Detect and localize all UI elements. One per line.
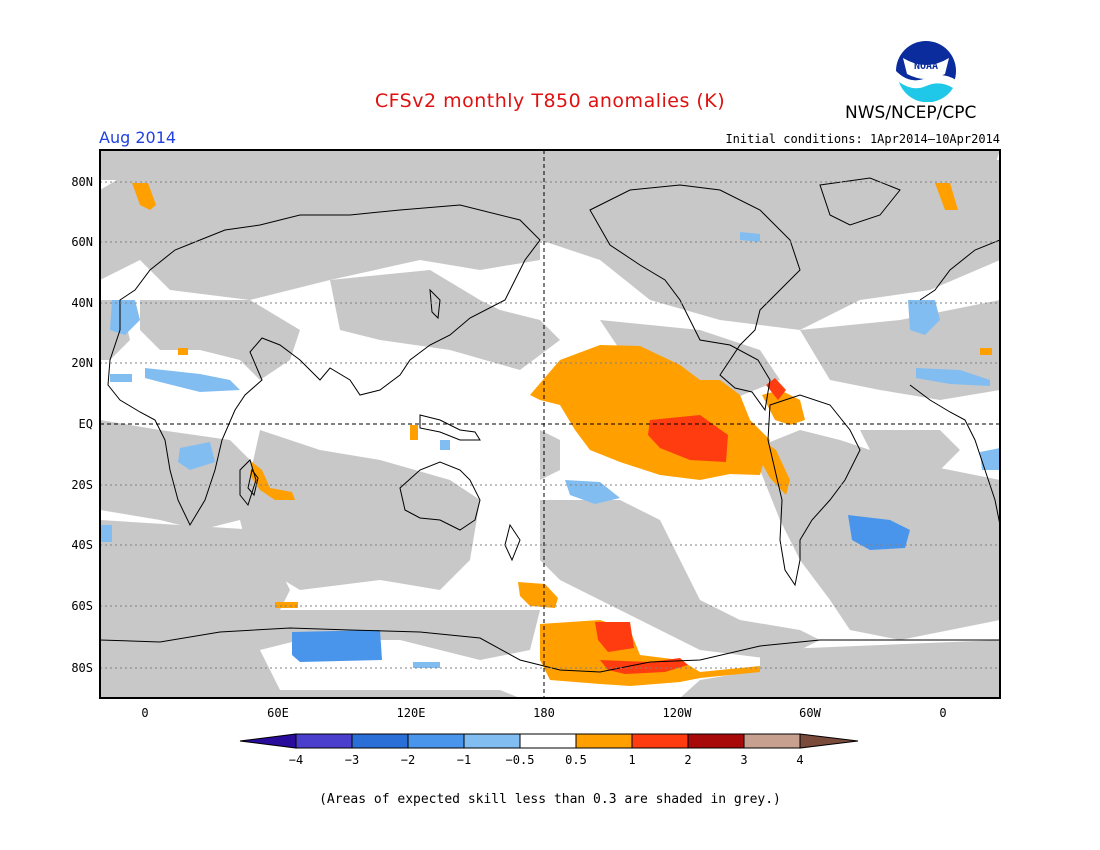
chart-title: CFSv2 monthly T850 anomalies (K)	[374, 90, 726, 112]
agency-label: NWS/NCEP/CPC	[845, 103, 977, 123]
forecast-period: Aug 2014	[99, 128, 177, 147]
lon-label: 0	[141, 706, 148, 720]
colorbar-tick: −2	[401, 753, 415, 767]
colorbar-swatch	[295, 733, 353, 749]
lat-label: EQ	[79, 417, 93, 431]
colorbar-swatch	[463, 733, 521, 749]
lon-label: 60W	[799, 706, 821, 720]
colorbar-swatch	[351, 733, 409, 749]
colorbar-swatch	[631, 733, 689, 749]
colorbar-tick: 3	[740, 753, 747, 767]
longitude-labels: 0 60E 120E 180 120W 60W 0	[141, 706, 946, 720]
colorbar-swatch	[575, 733, 633, 749]
noaa-logo-text: NOAA	[914, 61, 938, 72]
map-panel	[100, 150, 1000, 698]
lon-label: 120E	[397, 706, 426, 720]
map-gridlines	[100, 181, 1000, 669]
colorbar-swatch	[519, 733, 577, 749]
lat-label: 20S	[71, 478, 93, 492]
colorbar-tick: −0.5	[506, 753, 535, 767]
colorbar-tick: 1	[628, 753, 635, 767]
lat-label: 80N	[71, 175, 93, 189]
lat-label: 80S	[71, 661, 93, 675]
lon-label: 180	[533, 706, 555, 720]
colorbar-tick: 4	[796, 753, 803, 767]
colorbar-tick: −1	[457, 753, 471, 767]
colorbar-tick: 0.5	[565, 753, 587, 767]
colorbar-swatch	[687, 733, 745, 749]
colorbar-swatch	[743, 733, 801, 749]
negative-anomalies	[100, 232, 1000, 668]
lat-label: 20N	[71, 356, 93, 370]
noaa-logo-icon: NOAA	[896, 41, 956, 102]
colorbar-high-arrow	[799, 733, 859, 749]
latitude-labels: 80N 60N 40N 20N EQ 20S 40S 60S 80S	[71, 175, 93, 675]
colorbar-tick: 2	[684, 753, 691, 767]
lon-label: 60E	[267, 706, 289, 720]
low-skill-shading	[100, 150, 1000, 698]
colorbar: −4 −3 −2 −1 −0.5 0.5 1 2 3 4	[239, 733, 859, 767]
skill-footnote: (Areas of expected skill less than 0.3 a…	[319, 792, 781, 807]
lon-label: 0	[939, 706, 946, 720]
colorbar-tick: −3	[345, 753, 359, 767]
colorbar-tick: −4	[289, 753, 303, 767]
lat-label: 40S	[71, 538, 93, 552]
positive-anomalies	[132, 183, 992, 686]
lat-label: 40N	[71, 296, 93, 310]
map-frame	[99, 149, 1001, 699]
colorbar-swatch	[407, 733, 465, 749]
initial-conditions: Initial conditions: 1Apr2014–10Apr2014	[725, 132, 1000, 146]
lon-label: 120W	[663, 706, 693, 720]
lat-label: 60N	[71, 235, 93, 249]
lat-label: 60S	[71, 599, 93, 613]
colorbar-low-arrow	[239, 733, 297, 749]
